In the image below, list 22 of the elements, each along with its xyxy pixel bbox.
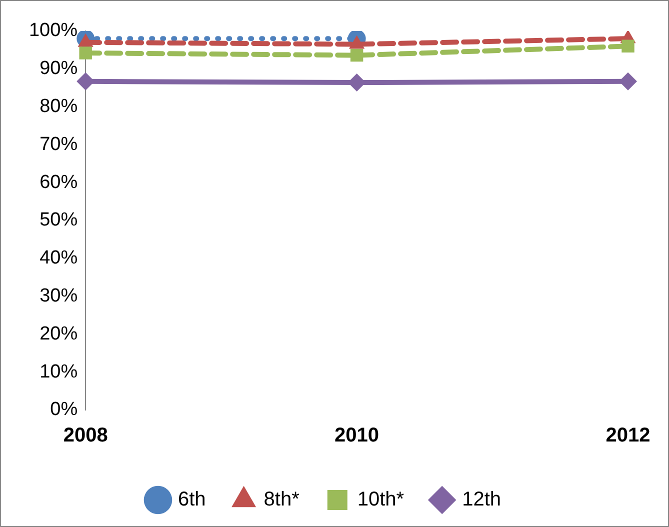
y-tick-label: 10% — [40, 361, 78, 382]
legend-label: 10th* — [357, 488, 404, 511]
y-tick-label: 60% — [40, 172, 78, 193]
x-tick-label: 2010 — [334, 424, 380, 447]
point — [619, 72, 637, 90]
y-tick-label: 70% — [40, 134, 78, 155]
point — [622, 40, 634, 53]
y-tick-label: 40% — [40, 248, 78, 269]
y-tick-label: 20% — [40, 323, 78, 344]
y-tick-label: 30% — [40, 286, 78, 307]
legend-label: 12th — [462, 488, 502, 511]
y-tick-label: 100% — [28, 20, 78, 42]
legend-label: 6th — [178, 488, 206, 511]
y-tick-label: 50% — [40, 210, 78, 231]
point — [79, 46, 92, 60]
y-tick-label: 90% — [40, 58, 78, 80]
legend-label: 8th* — [264, 488, 300, 511]
x-tick-label: 2008 — [63, 424, 108, 447]
x-tick-label: 2012 — [606, 424, 650, 447]
y-tick-label: 80% — [40, 96, 78, 118]
y-tick-label: 0% — [50, 399, 78, 420]
point — [350, 48, 364, 62]
